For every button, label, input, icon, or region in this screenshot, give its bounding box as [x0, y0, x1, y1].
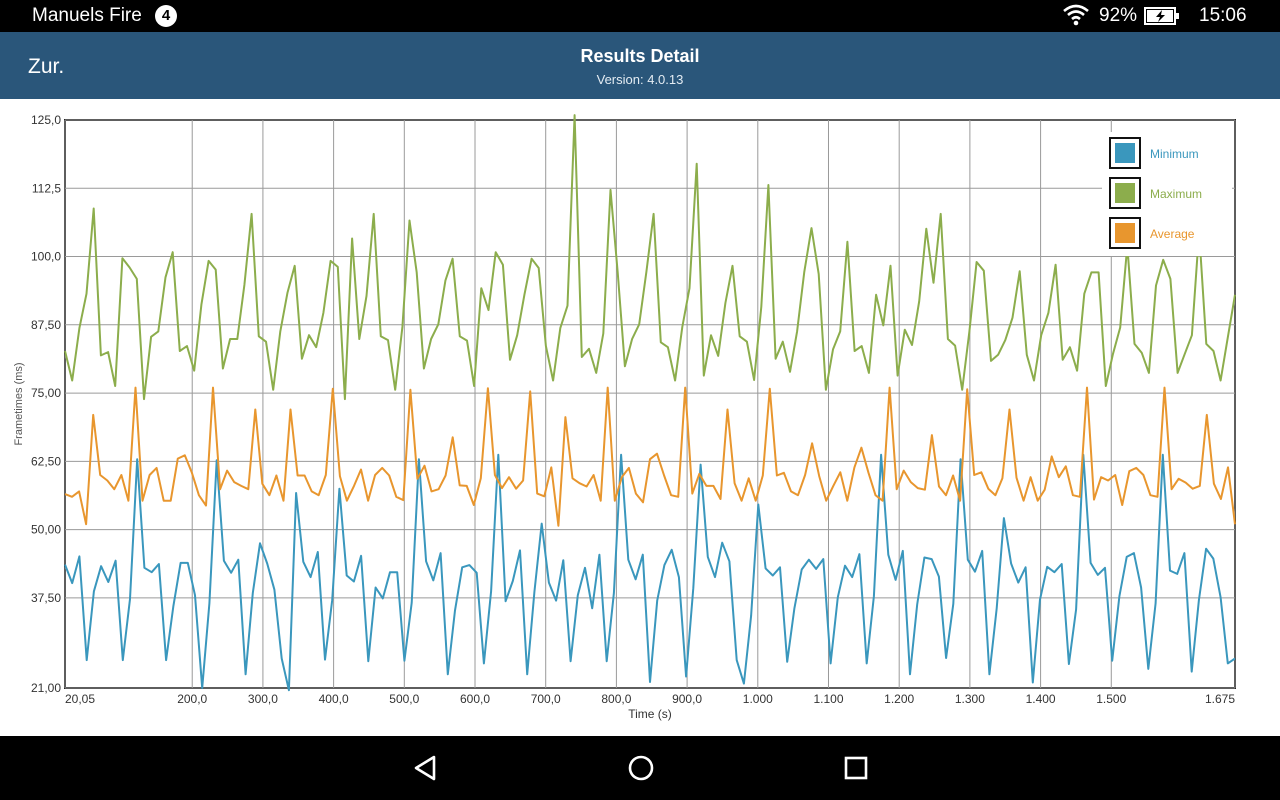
battery-percent: 92%	[1099, 5, 1138, 26]
legend-label: Maximum	[1150, 187, 1202, 201]
y-tick-label: 112,5	[32, 181, 61, 195]
x-tick-label: 300,0	[248, 692, 278, 706]
app-header: Zur. Results Detail Version: 4.0.13	[0, 32, 1280, 99]
x-tick-label: 900,0	[672, 692, 702, 706]
x-tick-label: 1.200	[884, 692, 914, 706]
notification-badge: 4	[155, 5, 177, 27]
x-tick-label: 1.675	[1205, 692, 1235, 706]
frametimes-chart-svg: 21,00 37,50 50,00 62,50 75,00 87,50 100,0 112,5…	[13, 113, 1236, 721]
x-tick-label: 1.500	[1096, 692, 1126, 706]
x-tick-label: 1.000	[743, 692, 773, 706]
x-tick-label: 700,0	[531, 692, 561, 706]
series-line-average	[64, 386, 1236, 527]
x-tick-label: 1.300	[955, 692, 985, 706]
x-tick-label: 500,0	[389, 692, 419, 706]
x-tick-label: 1.400	[1026, 692, 1056, 706]
x-tick-label: 400,0	[319, 692, 349, 706]
x-tick-label: 600,0	[460, 692, 490, 706]
navigation-bar	[0, 736, 1280, 800]
recents-square-icon[interactable]	[843, 754, 869, 787]
plot-frame	[64, 119, 1236, 689]
status-bar: Manuels Fire 4 92% 15:06	[0, 0, 1280, 32]
legend-swatch-maximum	[1115, 183, 1135, 203]
battery-charging-icon	[1144, 6, 1180, 31]
legend-label: Minimum	[1150, 147, 1199, 161]
x-tick-label: 20,05	[65, 692, 95, 706]
series-line-maximum	[64, 114, 1236, 401]
back-triangle-icon[interactable]	[412, 754, 438, 787]
wifi-icon	[1062, 4, 1090, 31]
home-circle-icon[interactable]	[627, 754, 655, 787]
clock: 15:06	[1199, 5, 1247, 26]
y-tick-label: 62,50	[31, 454, 61, 468]
x-axis-title: Time (s)	[628, 707, 672, 721]
back-button[interactable]: Zur.	[28, 55, 65, 78]
y-tick-label: 87,50	[31, 318, 61, 332]
results-chart: 21,00 37,50 50,00 62,50 75,00 87,50 100,0 112,5…	[0, 99, 1280, 736]
y-tick-label: 125,0	[31, 113, 61, 127]
x-tick-label: 200,0	[177, 692, 207, 706]
version-label: Version: 4.0.13	[596, 72, 684, 87]
y-tick-label: 50,00	[31, 523, 61, 537]
legend-swatch-minimum	[1115, 143, 1135, 163]
x-tick-label: 800,0	[601, 692, 631, 706]
y-axis-title: Frametimes (ms)	[13, 362, 25, 445]
series-line-minimum	[64, 453, 1236, 692]
legend-swatch-average	[1115, 223, 1135, 243]
y-tick-label: 37,50	[31, 591, 61, 605]
y-tick-label: 75,00	[31, 386, 61, 400]
page-title: Results Detail	[580, 46, 700, 66]
x-tick-label: 1.100	[813, 692, 843, 706]
y-tick-label: 21,00	[31, 681, 61, 695]
device-name: Manuels Fire	[32, 5, 142, 26]
y-tick-label: 100,0	[31, 250, 61, 264]
legend-label: Average	[1150, 227, 1195, 241]
